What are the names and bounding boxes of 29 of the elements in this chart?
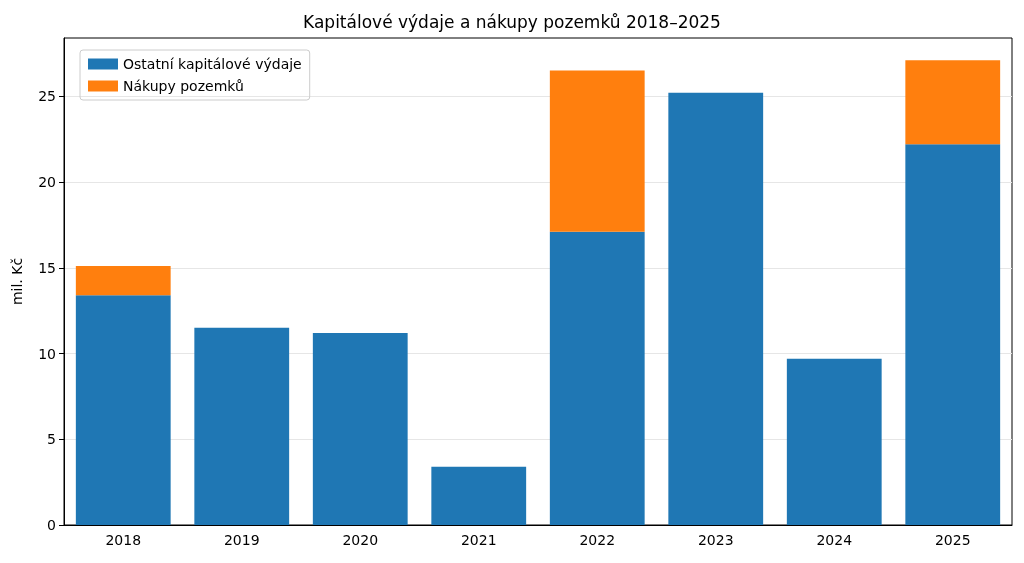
bar — [905, 144, 1001, 525]
y-tick-label: 20 — [38, 174, 56, 191]
y-tick-label: 0 — [47, 517, 56, 533]
bar — [549, 231, 645, 525]
y-tick-label: 10 — [38, 345, 56, 362]
bar — [194, 327, 290, 525]
legend-label: Nákupy pozemků — [123, 78, 244, 94]
chart-title: Kapitálové výdaje a nákupy pozemků 2018–2025 — [303, 11, 721, 32]
y-tick-label: 15 — [38, 259, 56, 276]
x-tick-label: 2021 — [460, 532, 497, 548]
x-tick-label: 2019 — [223, 532, 260, 548]
bar — [431, 466, 527, 525]
y-tick-label: 25 — [38, 88, 56, 105]
y-axis-title: mil. Kč — [9, 257, 25, 306]
bar — [786, 358, 882, 525]
x-tick-label: 2018 — [105, 532, 142, 548]
bar — [905, 60, 1001, 145]
bar — [75, 295, 171, 525]
y-tick-label: 5 — [47, 431, 56, 448]
x-tick-label: 2025 — [934, 532, 971, 548]
x-tick-label: 2020 — [342, 532, 379, 548]
x-tick-label: 2023 — [697, 532, 734, 548]
bar — [668, 92, 764, 525]
bar — [549, 70, 645, 232]
legend-label: Ostatní kapitálové výdaje — [123, 56, 302, 72]
x-tick-label: 2022 — [579, 532, 616, 548]
bar — [75, 266, 171, 296]
x-tick-label: 2024 — [816, 532, 853, 548]
bar — [312, 332, 408, 525]
